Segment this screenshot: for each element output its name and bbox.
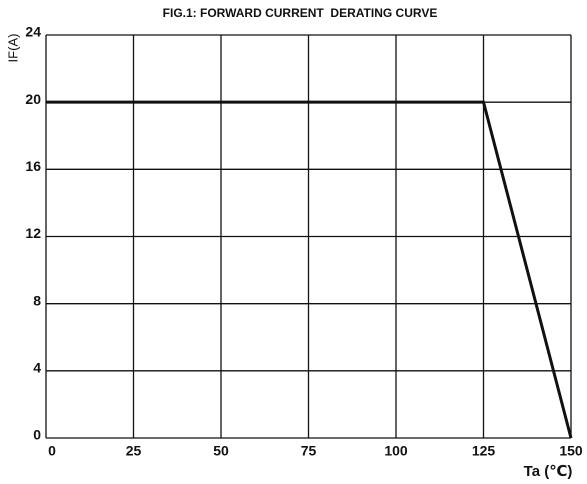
y-tick-label: 12 xyxy=(25,225,41,241)
chart-title: FIG.1: FORWARD CURRENT DERATING CURVE xyxy=(163,6,438,20)
x-axis-label: Ta (℃) xyxy=(524,463,573,480)
y-tick-label: 24 xyxy=(25,24,41,40)
data-line xyxy=(46,100,573,439)
y-tick-label: 20 xyxy=(25,91,41,107)
y-tick-label: 0 xyxy=(33,427,41,443)
x-tick-label: 75 xyxy=(301,443,317,459)
y-tick-label: 4 xyxy=(33,360,41,376)
x-tick-label: 50 xyxy=(213,443,229,459)
y-axis-label: IF(A) xyxy=(5,34,20,63)
x-tick-label: 25 xyxy=(126,443,142,459)
x-tick-label: 100 xyxy=(384,443,408,459)
y-tick-label: 16 xyxy=(25,158,41,174)
x-tick-label: 150 xyxy=(559,443,583,459)
x-tick-label: 125 xyxy=(472,443,496,459)
y-tick-label: 8 xyxy=(33,292,41,308)
x-tick-label: 0 xyxy=(48,443,56,459)
